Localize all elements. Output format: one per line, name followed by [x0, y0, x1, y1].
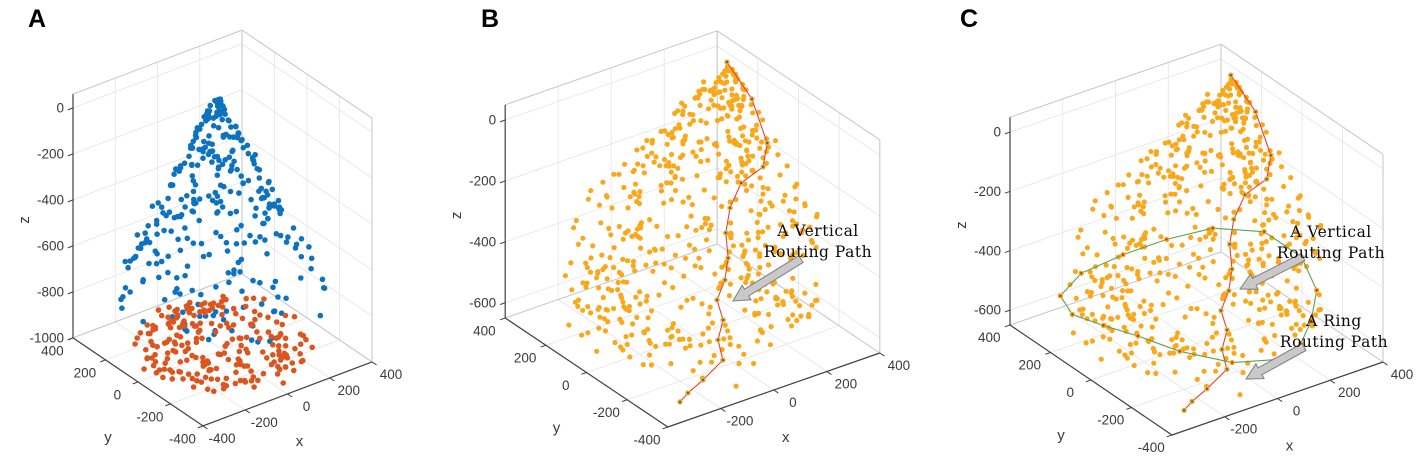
panel-b-plot: -200 0 200 400 400 200 0 -200 -400 0 -200 -400 -600 x… [448, 30, 911, 447]
panel-label-b: B [481, 5, 500, 33]
svg-text:-600: -600 [37, 238, 64, 253]
svg-text:-600: -600 [469, 295, 496, 310]
box-edges [505, 30, 881, 354]
svg-text:400: 400 [473, 323, 496, 338]
svg-text:200: 200 [835, 376, 858, 391]
svg-text:z: z [448, 212, 465, 220]
svg-text:0: 0 [789, 395, 797, 410]
annotation-line: A Ring [1306, 312, 1362, 330]
svg-text:-400: -400 [1138, 440, 1165, 455]
svg-text:-600: -600 [974, 303, 1001, 318]
svg-text:0: 0 [114, 388, 122, 403]
svg-text:200: 200 [514, 351, 537, 366]
svg-text:-200: -200 [1097, 413, 1124, 428]
svg-text:y: y [1057, 427, 1065, 444]
box-edges [72, 29, 373, 363]
svg-text:-800: -800 [37, 284, 64, 299]
svg-text:200: 200 [338, 383, 361, 398]
ring-routing-path [1057, 225, 1320, 366]
svg-text:-200: -200 [136, 410, 163, 425]
suspended-sensor-nodes [118, 96, 328, 345]
svg-text:0: 0 [56, 100, 64, 115]
svg-text:y: y [553, 420, 561, 437]
svg-text:-200: -200 [469, 173, 496, 188]
panel-label-c: C [960, 5, 979, 33]
svg-text:400: 400 [978, 330, 1001, 345]
svg-text:0: 0 [1066, 385, 1074, 400]
vertical-routing-path [677, 59, 770, 405]
svg-text:0: 0 [303, 399, 311, 414]
svg-text:400: 400 [1391, 367, 1414, 382]
svg-text:0: 0 [489, 113, 497, 128]
panel-label-a: A [28, 5, 47, 33]
panel-c-plot: -200 0 200 400 400 200 0 -200 -400 0 -200 -400 -600 x… [953, 43, 1413, 455]
annotation-line: Routing Path [1279, 333, 1389, 351]
sensor-nodes [562, 64, 820, 389]
annotation-ring-routing-path-c: A Ring Routing Path [1280, 311, 1388, 353]
annotation-vertical-routing-path-c: A Vertical Routing Path [1277, 222, 1385, 264]
sinking-nodes [174, 270, 261, 345]
svg-text:400: 400 [380, 367, 403, 382]
svg-text:-200: -200 [251, 415, 278, 430]
annotation-line: Routing Path [763, 243, 873, 261]
sensor-nodes [1067, 77, 1324, 398]
svg-text:z: z [953, 221, 970, 229]
annotation-line: Routing Path [1276, 244, 1386, 262]
svg-text:0: 0 [1293, 403, 1301, 418]
panel-a-plot: -400 -200 0 200 400 400 200 0 -200 -400 0 -200 -400 -… [16, 29, 402, 450]
svg-text:-200: -200 [974, 184, 1001, 199]
svg-text:-400: -400 [634, 432, 661, 447]
svg-text:-200: -200 [37, 146, 64, 161]
annotation-arrow [732, 254, 804, 302]
vertical-routing-path [1181, 72, 1274, 413]
axes: -200 0 200 400 400 200 0 -200 -400 0 -200 -400 -600 x… [448, 104, 911, 447]
svg-text:400: 400 [41, 344, 64, 359]
axes: -200 0 200 400 400 200 0 -200 -400 0 -200 -400 -600 x… [953, 117, 1413, 455]
svg-text:-400: -400 [37, 192, 64, 207]
svg-text:200: 200 [1018, 358, 1041, 373]
svg-text:200: 200 [1338, 385, 1361, 400]
svg-text:-400: -400 [974, 243, 1001, 258]
annotation-line: A Vertical [1290, 223, 1372, 241]
svg-text:0: 0 [562, 378, 570, 393]
svg-text:y: y [104, 429, 112, 446]
svg-text:x: x [1286, 438, 1294, 455]
annotation-vertical-routing-path-b: A Vertical Routing Path [764, 221, 872, 263]
svg-text:200: 200 [74, 366, 97, 381]
svg-text:-200: -200 [1230, 422, 1257, 437]
annotation-arrow [1239, 252, 1306, 290]
svg-text:400: 400 [888, 358, 911, 373]
svg-text:0: 0 [993, 125, 1001, 140]
svg-text:-200: -200 [726, 413, 753, 428]
svg-text:x: x [782, 429, 790, 446]
svg-text:-400: -400 [209, 431, 236, 446]
annotation-arrow [1245, 342, 1307, 380]
svg-text:-1000: -1000 [29, 330, 64, 345]
svg-text:-400: -400 [169, 432, 196, 447]
annotation-line: A Vertical [777, 222, 859, 240]
seabed-anchor-nodes [132, 293, 316, 395]
svg-text:-200: -200 [593, 405, 620, 420]
svg-text:z: z [16, 216, 33, 224]
svg-text:x: x [296, 433, 304, 450]
grid-lines [72, 30, 373, 427]
axes: -400 -200 0 200 400 400 200 0 -200 -400 0 -200 -400 -… [16, 94, 402, 450]
svg-text:-400: -400 [469, 234, 496, 249]
